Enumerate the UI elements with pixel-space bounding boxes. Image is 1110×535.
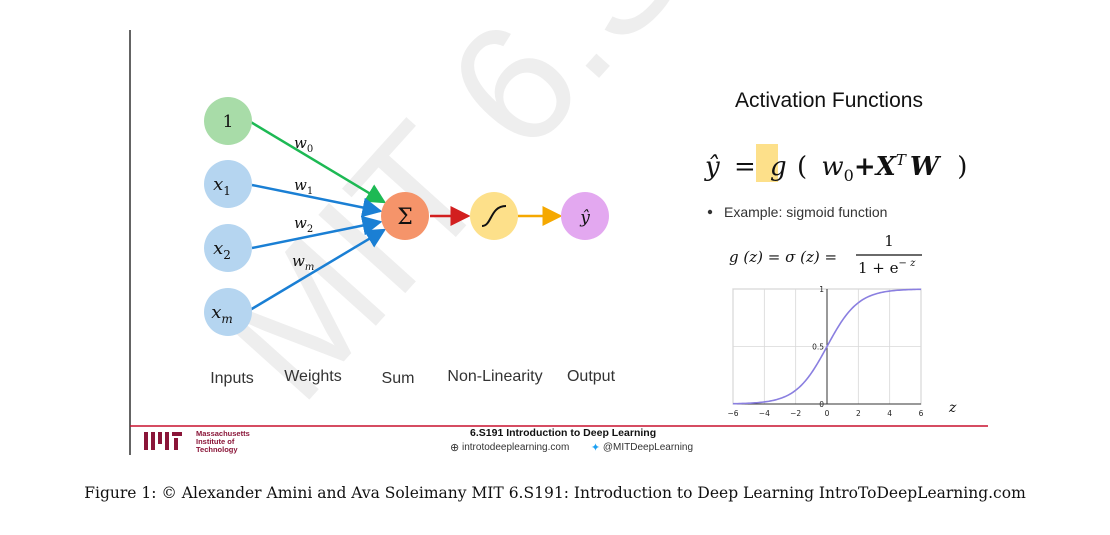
weight-label-w0: w0: [294, 134, 313, 155]
main-equation: ŷ = g ( w0+XT W ): [704, 151, 967, 185]
weight-label-wm: wm: [292, 252, 314, 273]
footer-links: ⊕ introtodeeplearning.com ✦ @MITDeepLear…: [450, 441, 693, 454]
label-nonlinearity: Non-Linearity: [447, 368, 542, 385]
sigmoid-glyph-icon: [481, 205, 507, 227]
sum-node: [381, 192, 429, 240]
input-node-xm-label: xm: [211, 302, 233, 326]
chart-x-tick-label: −4: [759, 409, 770, 418]
sum-node-label: Σ: [397, 205, 413, 230]
sigmoid-formula-numerator: 1: [884, 232, 894, 250]
mit-logo: [144, 432, 182, 450]
chart-x-tick-label: 0: [825, 409, 830, 418]
output-node-label: ŷ: [579, 208, 590, 228]
bullet-text: Example: sigmoid function: [724, 204, 887, 220]
chart-x-tick-label: −6: [727, 409, 738, 418]
chart-x-tick-label: −2: [790, 409, 801, 418]
globe-icon: ⊕: [450, 442, 460, 454]
output-node: [561, 192, 609, 240]
input-node-x2-label: x2: [213, 238, 231, 262]
twitter-bird-icon: ✦: [590, 442, 601, 454]
sigmoid-formula-denominator: 1 + e− z: [858, 258, 916, 277]
label-sum: Sum: [382, 370, 415, 387]
label-output: Output: [567, 368, 616, 385]
chart-x-tick-label: 2: [856, 409, 861, 418]
input-node-x2: [204, 224, 252, 272]
figure-caption: Figure 1: © Alexander Amini and Ava Sole…: [84, 484, 1026, 502]
chart-x-tick-label: 6: [919, 409, 924, 418]
chart-x-tick-label: 4: [887, 409, 892, 418]
nonlinearity-node: [470, 192, 518, 240]
g-highlight: [756, 144, 778, 182]
bias-node-label: 1: [223, 112, 234, 132]
label-inputs: Inputs: [210, 370, 254, 387]
slide-title: Activation Functions: [735, 89, 923, 112]
label-weights: Weights: [284, 368, 342, 385]
input-node-x1-label: x1: [213, 174, 231, 198]
website-link[interactable]: introtodeeplearning.com: [462, 442, 570, 453]
weight-label-w1: w1: [294, 176, 313, 197]
input-node-x1: [204, 160, 252, 208]
twitter-handle[interactable]: @MITDeepLearning: [602, 442, 694, 453]
weight-label-w2: w2: [294, 214, 313, 235]
arrow-w2: [251, 215, 383, 250]
institution-line-3: Technology: [196, 445, 238, 454]
bias-node: [204, 97, 252, 145]
bullet-dot: [707, 209, 713, 215]
input-node-xm: [204, 288, 252, 336]
sigmoid-formula-lhs: g (z) = σ (z) =: [729, 248, 837, 266]
arrow-w1: [251, 183, 383, 218]
chart-y-tick-label: 0.5: [812, 343, 824, 352]
course-title: 6.S191 Introduction to Deep Learning: [470, 427, 657, 439]
chart-x-axis-label: z: [948, 400, 957, 416]
institution-line-2: Institute of: [196, 437, 235, 446]
sigmoid-chart: −6−4−2024600.51z: [727, 285, 957, 418]
institution-line-1: Massachusetts: [196, 429, 250, 438]
arrow-wm: [249, 228, 387, 312]
arrow-w0: [248, 119, 387, 204]
chart-y-tick-label: 1: [819, 285, 824, 294]
